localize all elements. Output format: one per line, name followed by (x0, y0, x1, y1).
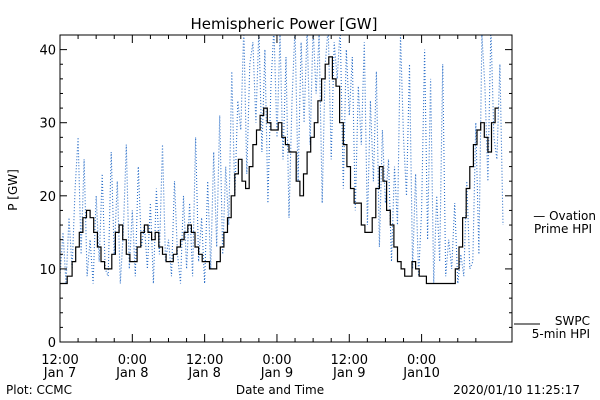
y-tick-label: 40 (39, 44, 56, 59)
footer-left: Plot: CCMC (6, 383, 72, 397)
x-tick-label-time: 0:00 (407, 353, 436, 368)
y-tick-label: 0 (48, 336, 56, 351)
x-axis-label: Date and Time (236, 383, 324, 397)
legend-swpc-line1: SWPC (555, 314, 590, 328)
x-tick-label-date: Jan 9 (260, 366, 293, 381)
x-tick-label-time: 0:00 (262, 353, 291, 368)
footer-right: 2020/01/10 11:25:17 (453, 383, 580, 397)
x-tick-label-date: Jan 9 (332, 366, 365, 381)
series-ovation-line (60, 35, 504, 284)
legend: — Ovation Prime HPI SWPC 5-min HPI (514, 209, 596, 341)
y-tick-label: 30 (39, 117, 56, 132)
legend-swpc-line2: 5-min HPI (532, 327, 590, 341)
x-tick-label-date: Jan 7 (43, 366, 76, 381)
y-tick-label: 20 (39, 190, 56, 205)
plot-frame (59, 34, 513, 343)
legend-ovation-line2: Prime HPI (534, 222, 592, 236)
x-tick-label-date: Jan 8 (115, 366, 148, 381)
series-layer (60, 35, 504, 285)
chart-title: Hemispheric Power [GW] (191, 15, 378, 33)
series-swpc-line (60, 56, 499, 285)
x-tick-label-date: Jan 8 (187, 366, 220, 381)
legend-ovation-line1: — Ovation (533, 209, 596, 223)
x-tick-label-time: 12:00 (41, 353, 78, 368)
y-tick-label: 10 (39, 263, 56, 278)
x-tick-label-time: 12:00 (331, 353, 368, 368)
y-axis-label: P [GW] (6, 169, 20, 211)
x-tick-label-time: 0:00 (118, 353, 147, 368)
x-tick-label-time: 12:00 (186, 353, 223, 368)
x-tick-label-date: Jan10 (402, 366, 440, 381)
